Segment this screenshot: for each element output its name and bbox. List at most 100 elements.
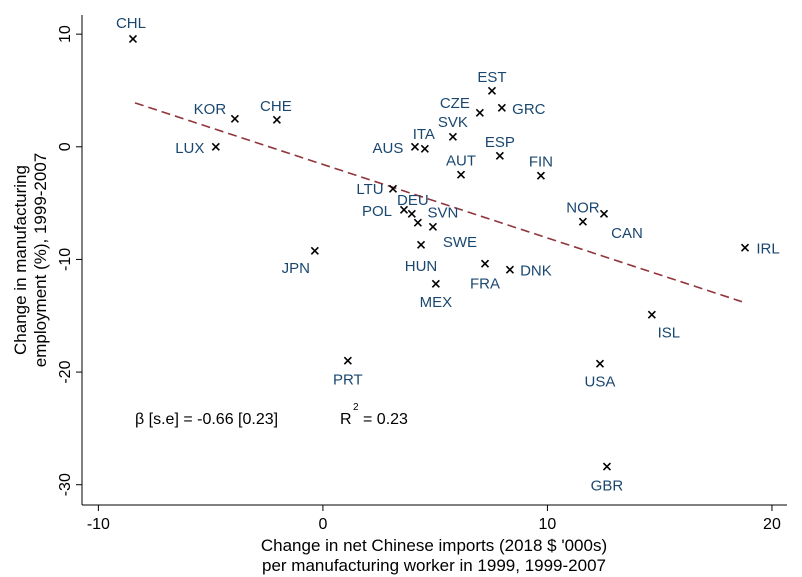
point-stroke <box>647 310 656 319</box>
point-label: EST <box>477 69 506 86</box>
point <box>536 171 545 180</box>
point-stroke <box>343 356 352 365</box>
y-axis-title: employment (%), 1999-2007 <box>31 153 50 368</box>
point <box>505 265 515 274</box>
y-tick-label: 10 <box>57 25 74 43</box>
point-label: MEX <box>420 294 453 311</box>
point-stroke <box>211 142 220 151</box>
point-stroke <box>410 142 420 151</box>
point-label: LUX <box>175 140 204 157</box>
point-stroke <box>536 171 545 180</box>
point <box>230 114 239 123</box>
y-tick-label: 0 <box>57 142 74 151</box>
point-stroke <box>428 222 437 231</box>
point <box>128 34 138 43</box>
point <box>343 356 352 365</box>
point <box>595 359 605 368</box>
point <box>310 246 319 255</box>
point-stroke <box>578 217 587 226</box>
point-label: KOR <box>194 101 227 118</box>
point-stroke <box>456 170 466 179</box>
fit-line <box>134 102 743 303</box>
point <box>740 243 750 252</box>
point <box>410 142 420 151</box>
point <box>388 184 398 193</box>
point-label: HUN <box>405 258 438 275</box>
point-label: AUS <box>373 140 404 157</box>
point-label: IRL <box>756 241 779 258</box>
point-stroke <box>480 259 490 268</box>
point <box>416 240 426 249</box>
point <box>495 151 504 160</box>
point-stroke <box>475 108 484 117</box>
point-stroke <box>272 115 281 124</box>
point <box>578 217 587 226</box>
point <box>647 310 656 319</box>
point-stroke <box>310 246 319 255</box>
point-stroke <box>599 209 609 218</box>
point-stroke <box>407 209 416 218</box>
point <box>413 218 422 227</box>
x-axis-title: per manufacturing worker in 1999, 1999-2… <box>262 556 606 575</box>
x-axis-title: Change in net Chinese imports (2018 $ '0… <box>261 536 607 555</box>
point <box>428 222 437 231</box>
point-stroke <box>505 265 515 274</box>
point <box>407 209 416 218</box>
point-label: POL <box>362 203 392 220</box>
point <box>599 209 609 218</box>
point <box>456 170 466 179</box>
point-label: LTU <box>356 181 383 198</box>
point-stroke <box>497 103 506 112</box>
point-stroke <box>128 34 138 43</box>
point-stroke <box>420 144 429 153</box>
y-tick-label: -20 <box>57 360 74 383</box>
point-label: ISL <box>658 325 681 342</box>
annotation: β [s.e] = -0.66 [0.23] <box>135 411 278 428</box>
point <box>497 103 506 112</box>
point-label: FRA <box>470 276 500 293</box>
point-label: SWE <box>443 234 477 251</box>
annotation: = 0.23 <box>363 411 408 428</box>
annotation: R <box>340 411 352 428</box>
point-label: FIN <box>529 154 553 171</box>
point <box>431 279 440 288</box>
point-stroke <box>431 279 440 288</box>
x-tick-label: 0 <box>318 516 327 533</box>
point-stroke <box>416 240 426 249</box>
point-stroke <box>388 184 398 193</box>
point-label: CAN <box>611 225 643 242</box>
point-stroke <box>413 218 422 227</box>
point-label: JPN <box>282 260 310 277</box>
point-label: DEU <box>397 192 429 209</box>
point <box>420 144 429 153</box>
point-stroke <box>448 132 457 141</box>
annotation: 2 <box>353 402 359 413</box>
point <box>211 142 220 151</box>
point <box>602 462 611 471</box>
point-label: GRC <box>512 101 546 118</box>
point <box>487 86 497 95</box>
point-label: PRT <box>333 372 363 389</box>
point-label: ITA <box>413 126 435 143</box>
point-stroke <box>495 151 504 160</box>
x-tick-label: 20 <box>763 516 781 533</box>
point-label: CZE <box>440 95 470 112</box>
point-label: CHL <box>116 15 146 32</box>
point <box>448 132 457 141</box>
point-label: CHE <box>260 98 292 115</box>
point-stroke <box>740 243 750 252</box>
point-label: NOR <box>566 200 600 217</box>
point-label: SVK <box>438 114 468 131</box>
y-tick-label: -10 <box>57 248 74 271</box>
point-stroke <box>595 359 605 368</box>
point-label: ESP <box>485 134 515 151</box>
x-tick-label: -10 <box>87 516 110 533</box>
x-tick-label: 10 <box>539 516 557 533</box>
point-label: AUT <box>446 153 476 170</box>
point-stroke <box>602 462 611 471</box>
point-label: GBR <box>591 478 624 495</box>
point-stroke <box>487 86 497 95</box>
point-label: USA <box>585 374 616 391</box>
